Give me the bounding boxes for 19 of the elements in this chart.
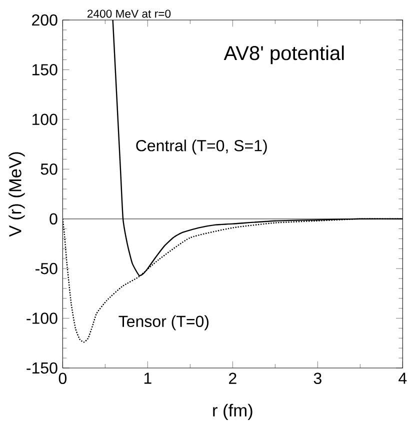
- text: AV8' potential: [224, 45, 344, 64]
- x-tick-label: 2: [229, 372, 236, 384]
- x-tick-label: 3: [314, 372, 322, 384]
- y-tick-label: -100: [26, 312, 58, 324]
- x-axis-title: r (fm): [213, 404, 252, 420]
- y-tick-label: 0: [50, 213, 58, 225]
- series-label: Tensor (T=0): [118, 315, 208, 330]
- y-tick-label: 50: [40, 163, 58, 175]
- y-axis-title: V (r) (MeV): [8, 152, 25, 237]
- x-tick-label: 4: [398, 372, 407, 384]
- y-tick-label: -150: [26, 362, 58, 374]
- y-tick-label: 200: [32, 14, 58, 26]
- y-tick-label: 150: [32, 64, 58, 76]
- x-tick-label: 1: [144, 372, 152, 384]
- x-tick-label: 0: [58, 372, 66, 384]
- y-tick-label: 100: [32, 114, 58, 126]
- y-tick-label: -50: [36, 262, 58, 274]
- text: 2400 MeV at r=0: [87, 10, 171, 18]
- series-label: Central (T=0, S=1): [136, 140, 267, 154]
